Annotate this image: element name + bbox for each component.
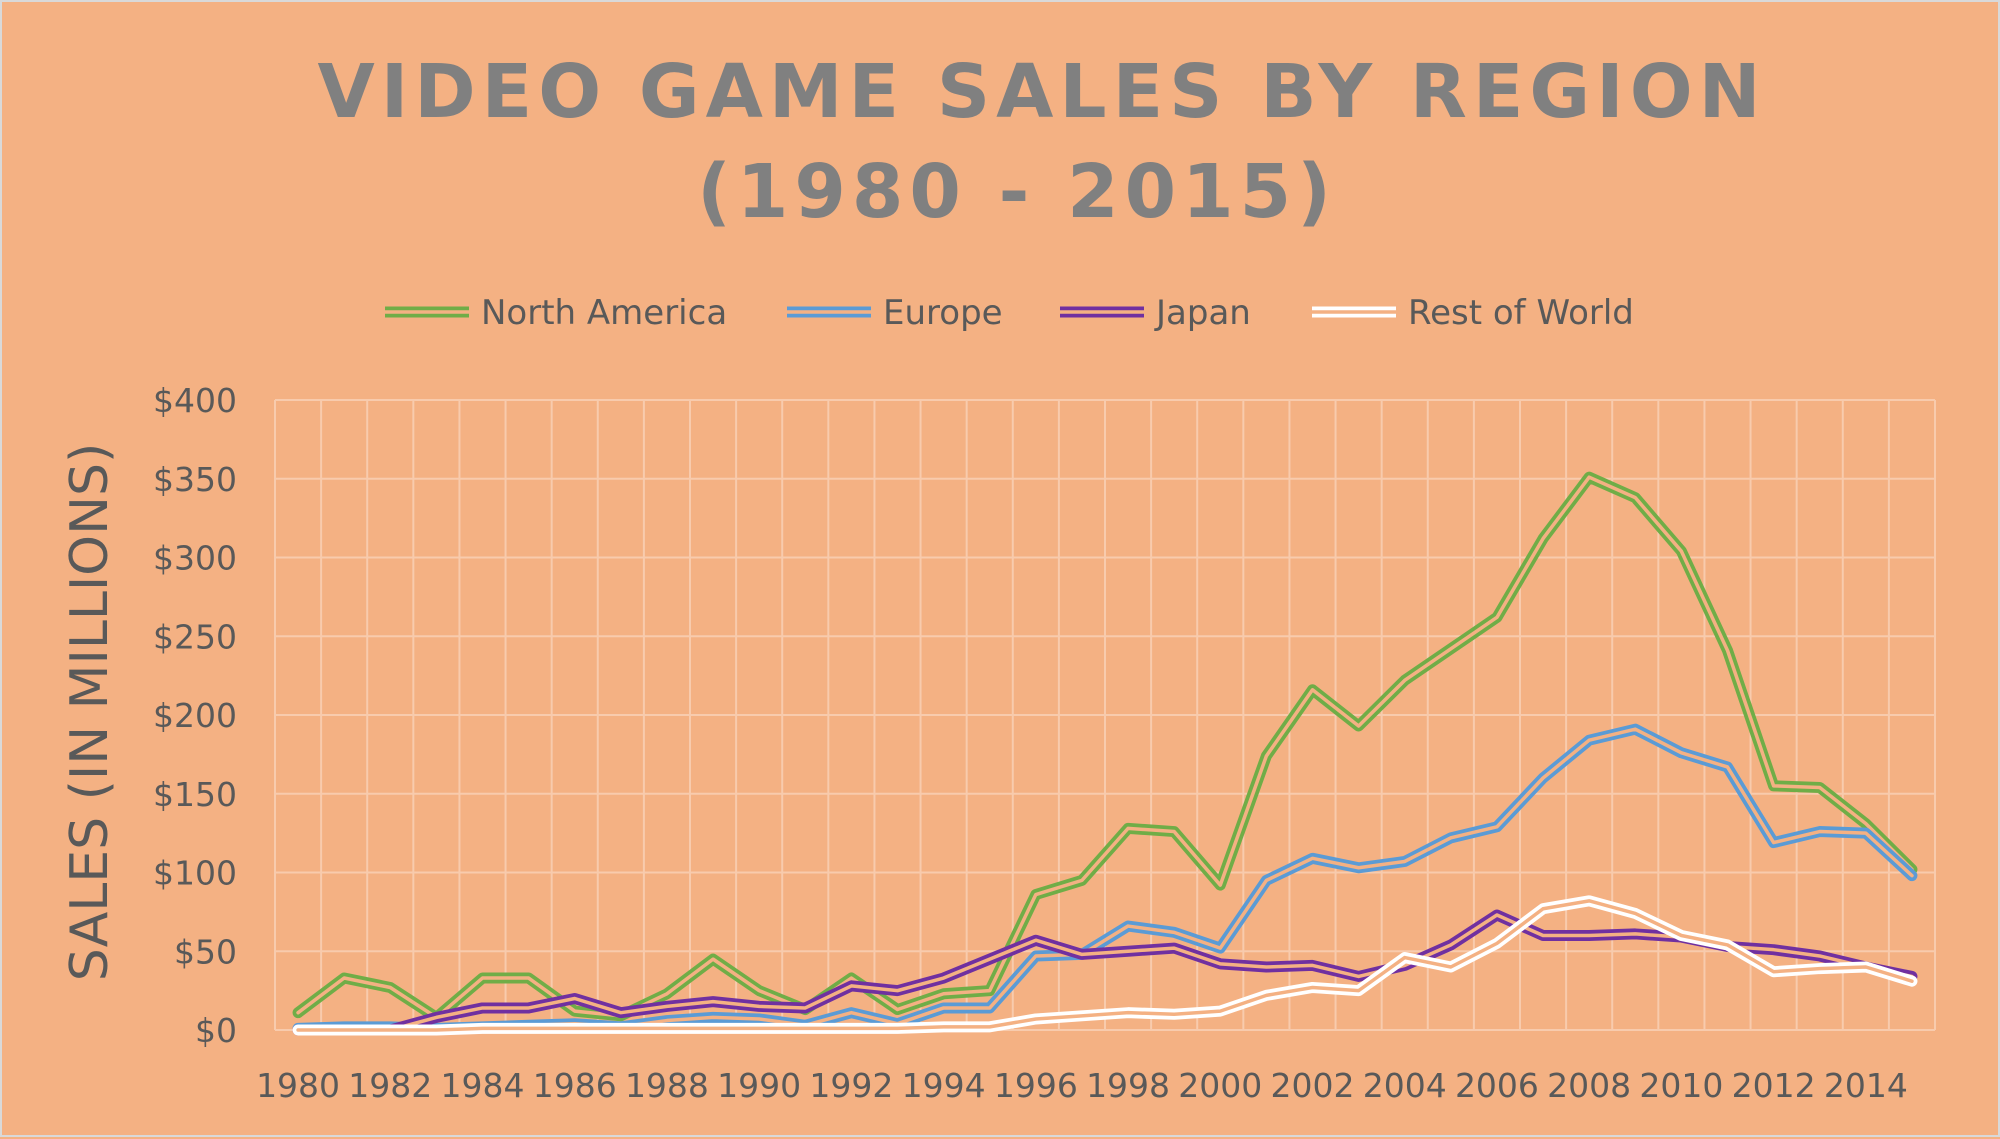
x-axis-ticks: 1980 1982 1984 1986 1988 1990 1992 1994 1996 1998… bbox=[256, 1066, 1908, 1105]
legend-label: Europe bbox=[883, 293, 1003, 333]
y-tick-label: $50 bbox=[174, 932, 237, 971]
x-tick-label: 1986 bbox=[533, 1066, 617, 1105]
x-tick-label: 1998 bbox=[1086, 1066, 1170, 1105]
legend-label: Rest of World bbox=[1408, 293, 1634, 333]
legend-item: Europe bbox=[787, 293, 1003, 333]
y-tick-label: $350 bbox=[153, 460, 237, 499]
x-tick-label: 1994 bbox=[902, 1066, 986, 1105]
y-axis-title: SALES (IN MILLIONS) bbox=[60, 443, 120, 982]
chart-subtitle: (1980 - 2015) bbox=[697, 149, 1337, 235]
legend-item: North America bbox=[385, 293, 727, 333]
y-tick-label: $200 bbox=[153, 696, 237, 735]
y-tick-label: $400 bbox=[153, 381, 237, 420]
x-tick-label: 2002 bbox=[1271, 1066, 1355, 1105]
y-tick-label: $300 bbox=[153, 539, 237, 578]
y-tick-label: $250 bbox=[153, 617, 237, 656]
y-tick-label: $100 bbox=[153, 854, 237, 893]
x-tick-label: 1996 bbox=[994, 1066, 1078, 1105]
x-tick-label: 1982 bbox=[348, 1066, 432, 1105]
x-tick-label: 2006 bbox=[1455, 1066, 1539, 1105]
legend: North America Europe Japan Rest of World bbox=[385, 293, 1634, 333]
legend-item: Japan bbox=[1060, 293, 1251, 333]
gridlines bbox=[274, 399, 1936, 1031]
x-tick-label: 2014 bbox=[1824, 1066, 1908, 1105]
legend-label: Japan bbox=[1154, 293, 1251, 333]
y-tick-label: $150 bbox=[153, 775, 237, 814]
x-tick-label: 2004 bbox=[1363, 1066, 1447, 1105]
x-tick-label: 2008 bbox=[1547, 1066, 1631, 1105]
x-tick-label: 2012 bbox=[1732, 1066, 1816, 1105]
x-tick-label: 2000 bbox=[1178, 1066, 1262, 1105]
x-tick-label: 2010 bbox=[1639, 1066, 1723, 1105]
series-line bbox=[292, 909, 1918, 1036]
legend-label: North America bbox=[481, 293, 727, 333]
y-tick-label: $0 bbox=[195, 1011, 237, 1050]
series-lines bbox=[292, 471, 1918, 1036]
legend-item: Rest of World bbox=[1312, 293, 1634, 333]
y-axis-ticks: $0 $50 $100 $150 $200 $250 $300 $350 $400 bbox=[153, 381, 237, 1050]
series-line bbox=[292, 895, 1918, 1036]
x-tick-label: 1988 bbox=[625, 1066, 709, 1105]
x-tick-label: 1990 bbox=[717, 1066, 801, 1105]
x-tick-label: 1992 bbox=[809, 1066, 893, 1105]
x-tick-label: 1984 bbox=[441, 1066, 525, 1105]
x-tick-label: 1980 bbox=[256, 1066, 340, 1105]
chart-title: VIDEO GAME SALES BY REGION bbox=[317, 49, 1766, 135]
